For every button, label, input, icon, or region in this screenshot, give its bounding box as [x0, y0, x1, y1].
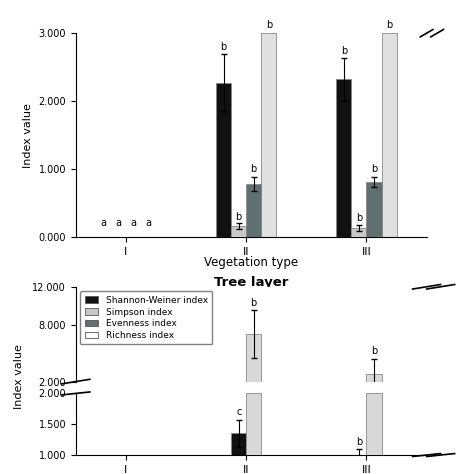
Text: b: b: [220, 42, 227, 52]
Bar: [231, 433, 246, 455]
Bar: [246, 393, 261, 455]
Text: Vegetation type: Vegetation type: [204, 255, 298, 269]
Text: b: b: [371, 164, 377, 174]
Bar: [246, 184, 261, 237]
Text: a: a: [130, 218, 137, 228]
Bar: [337, 79, 351, 237]
Text: b: b: [265, 20, 272, 30]
Text: b: b: [251, 298, 257, 308]
Bar: [366, 182, 382, 237]
Text: a: a: [100, 218, 106, 228]
Text: c: c: [236, 408, 241, 418]
Bar: [246, 334, 261, 382]
Text: a: a: [146, 218, 152, 228]
Y-axis label: Index value: Index value: [23, 103, 33, 167]
Text: b: b: [371, 346, 377, 356]
Bar: [382, 33, 397, 237]
Text: Index value: Index value: [14, 345, 24, 409]
Text: b: b: [341, 46, 347, 55]
Bar: [366, 374, 382, 382]
Text: b: b: [251, 164, 257, 174]
Bar: [216, 83, 231, 237]
Bar: [351, 455, 366, 457]
Text: b: b: [356, 437, 362, 447]
Bar: [366, 393, 382, 455]
Text: b: b: [356, 213, 362, 223]
Text: Tree layer: Tree layer: [214, 276, 288, 289]
Bar: [231, 226, 246, 237]
Bar: [261, 33, 276, 237]
Bar: [351, 228, 366, 237]
Legend: Shannon-Weiner index, Simpson index, Evenness index, Richness index: Shannon-Weiner index, Simpson index, Eve…: [81, 292, 212, 345]
Text: b: b: [236, 212, 242, 222]
Text: b: b: [386, 20, 392, 30]
Text: a: a: [116, 218, 121, 228]
